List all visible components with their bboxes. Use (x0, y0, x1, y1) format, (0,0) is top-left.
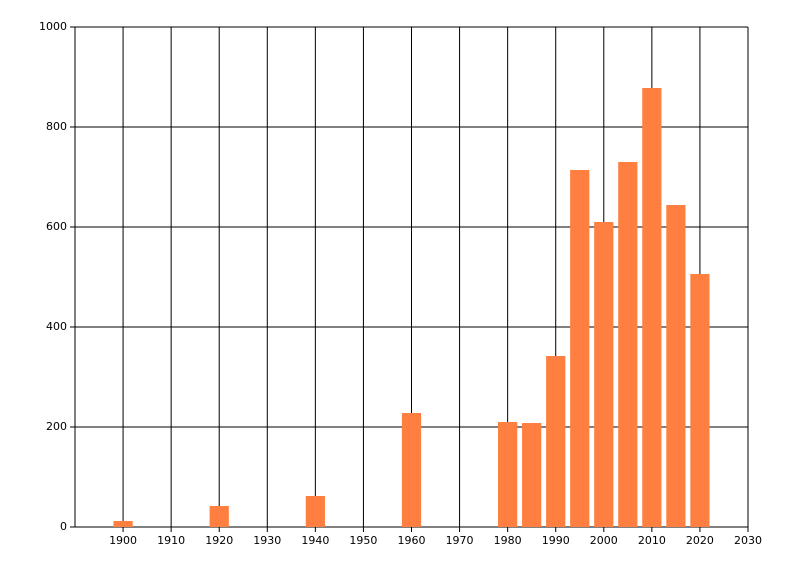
bar (618, 162, 638, 527)
bar (642, 88, 662, 527)
x-tick-label: 1900 (109, 534, 137, 547)
x-tick-label: 2000 (590, 534, 618, 547)
bar (401, 413, 422, 527)
x-tick-label: 1940 (301, 534, 329, 547)
y-tick-label: 400 (46, 320, 67, 333)
bar (546, 356, 566, 527)
bar (209, 506, 229, 527)
bar (570, 170, 590, 527)
x-tick-label: 2020 (686, 534, 714, 547)
y-tick-label: 1000 (39, 20, 67, 33)
x-tick-label: 2010 (638, 534, 666, 547)
x-tick-label: 1920 (205, 534, 233, 547)
y-tick-label: 800 (46, 120, 67, 133)
bar (522, 423, 542, 527)
bar (690, 274, 710, 527)
x-tick-label: 1970 (446, 534, 474, 547)
x-tick-label: 2030 (734, 534, 762, 547)
bar (594, 222, 614, 527)
x-tick-label: 1990 (542, 534, 570, 547)
x-tick-label: 1910 (157, 534, 185, 547)
bar (498, 422, 518, 527)
y-tick-label: 200 (46, 420, 67, 433)
x-tick-label: 1930 (253, 534, 281, 547)
y-tick-label: 600 (46, 220, 67, 233)
x-tick-label: 1960 (398, 534, 426, 547)
bar (305, 496, 325, 527)
bar (113, 521, 133, 527)
x-tick-label: 1980 (494, 534, 522, 547)
y-tick-label: 0 (60, 520, 67, 533)
bar (666, 205, 686, 527)
x-tick-label: 1950 (349, 534, 377, 547)
